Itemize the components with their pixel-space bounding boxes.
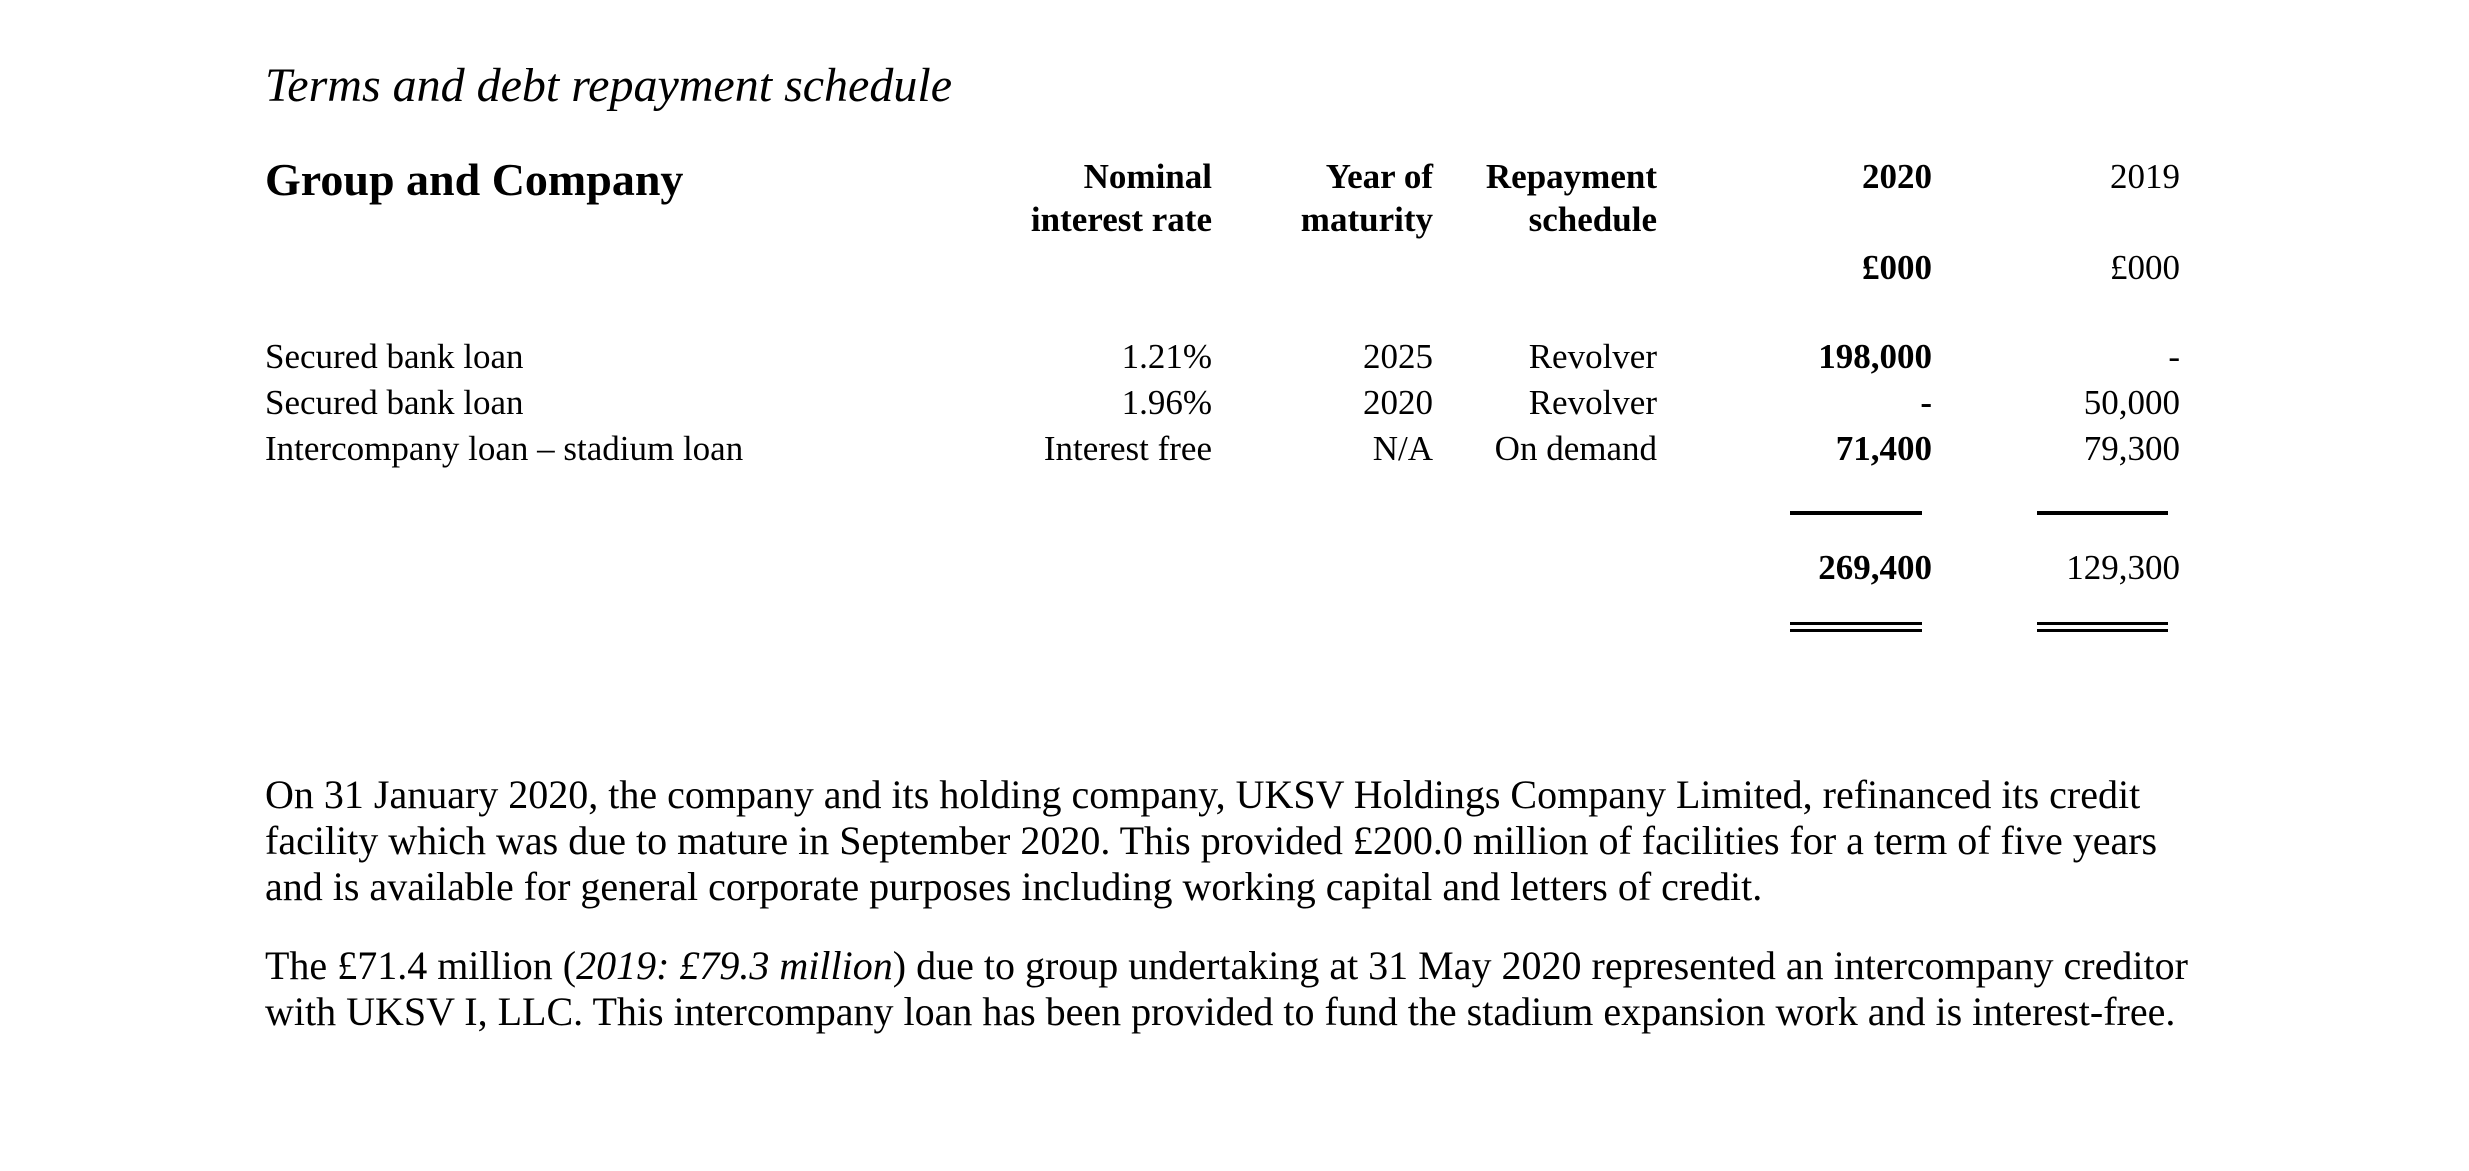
row-label: Intercompany loan – stadium loan [265, 429, 744, 468]
row-label: Secured bank loan [265, 383, 524, 422]
row-schedule: Revolver [1528, 337, 1657, 376]
table-row: Intercompany loan – stadium loan Interes… [0, 426, 2469, 472]
total-2019: 129,300 [2066, 548, 2180, 587]
row-schedule: On demand [1494, 429, 1657, 468]
paragraph-intercompany-prior-year: 2019: £79.3 million [576, 943, 893, 988]
header-year-2020: 2020 [1862, 157, 1932, 196]
table-units-row: £000 £000 [0, 245, 2469, 291]
row-value-2019: - [2168, 337, 2180, 376]
row-schedule: Revolver [1528, 383, 1657, 422]
row-value-2020: - [1920, 383, 1932, 422]
row-year: N/A [1372, 429, 1433, 468]
row-rate: 1.96% [1121, 383, 1212, 422]
row-year: 2020 [1363, 383, 1433, 422]
header-year-of-maturity-line1: Year of [1325, 157, 1433, 196]
table-row: Secured bank loan 1.96% 2020 Revolver - … [0, 380, 2469, 426]
header-year-2019: 2019 [2110, 157, 2180, 196]
row-label: Secured bank loan [265, 337, 524, 376]
table-totals-row: 269,400 129,300 [0, 545, 2469, 591]
header-year-of-maturity-line2: maturity [1300, 200, 1433, 239]
header-group-and-company: Group and Company [265, 154, 684, 205]
row-year: 2025 [1363, 337, 1433, 376]
header-repayment-schedule-line2: schedule [1528, 200, 1657, 239]
paragraph-intercompany-post: ) due to group undertaking at 31 May 202… [265, 943, 2188, 1034]
total-rule-2019 [2037, 511, 2168, 515]
row-value-2020: 71,400 [1835, 429, 1932, 468]
header-repayment-schedule-line1: Repayment [1485, 157, 1657, 196]
unit-2019: £000 [2110, 248, 2180, 287]
grand-total-rule-2020 [1790, 622, 1922, 632]
section-title: Terms and debt repayment schedule [265, 59, 952, 112]
paragraph-intercompany-pre: The £71.4 million ( [265, 943, 577, 988]
total-rule-2020 [1790, 511, 1922, 515]
header-nominal-interest-rate-line2: interest rate [1030, 200, 1212, 239]
table-row: Secured bank loan 1.21% 2025 Revolver 19… [0, 334, 2469, 380]
grand-total-rule-2019 [2037, 622, 2168, 632]
unit-2020: £000 [1862, 248, 1932, 287]
row-rate: 1.21% [1121, 337, 1212, 376]
total-2020: 269,400 [1818, 548, 1932, 587]
row-value-2019: 79,300 [2083, 429, 2180, 468]
paragraph-refinancing: On 31 January 2020, the company and its … [265, 772, 2158, 909]
row-rate: Interest free [1043, 429, 1212, 468]
table-header-row-2: interest rate maturity schedule [0, 197, 2469, 243]
table-header-row-1: Group and Company Nominal Year of Repaym… [0, 154, 2469, 205]
paragraph-intercompany: The £71.4 million (2019: £79.3 million) … [265, 943, 2215, 1035]
row-value-2019: 50,000 [2083, 383, 2180, 422]
header-nominal-interest-rate-line1: Nominal [1083, 157, 1212, 196]
row-value-2020: 198,000 [1818, 337, 1932, 376]
